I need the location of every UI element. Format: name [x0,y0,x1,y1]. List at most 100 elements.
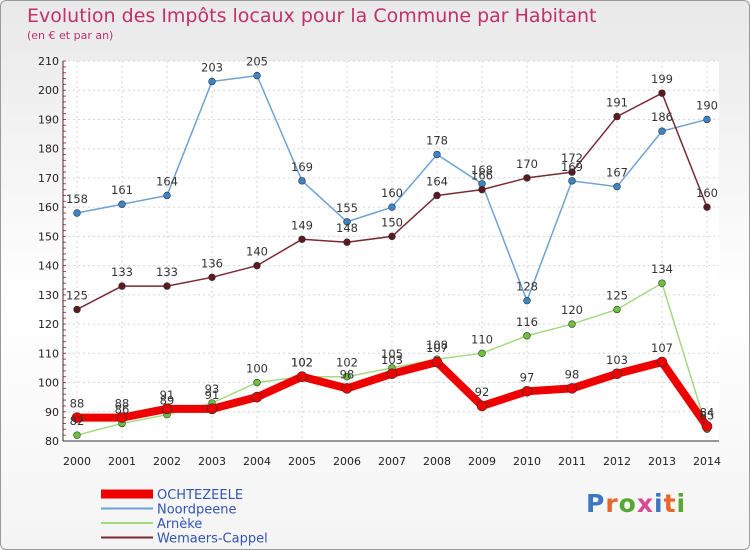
data-label: 169 [291,160,313,174]
data-point [163,282,171,290]
x-tick-label: 2000 [63,455,91,468]
x-tick-label: 2011 [558,455,586,468]
data-label: 191 [606,96,628,110]
data-point [703,115,711,124]
logo-letter: r [605,489,619,518]
data-label: 88 [115,397,130,411]
data-label: 107 [651,341,673,355]
data-label: 125 [606,288,628,302]
data-point [71,412,83,423]
data-label: 170 [516,157,538,171]
data-point [568,177,576,185]
data-label: 172 [561,151,583,165]
data-label: 186 [651,110,673,124]
legend-label: Arnèke [157,517,202,532]
y-tick-label: 200 [38,84,59,97]
y-tick-label: 170 [38,172,59,185]
plot-area [63,61,719,441]
data-point [73,305,81,314]
data-label: 108 [426,338,448,352]
y-tick-label: 190 [38,113,59,126]
data-point [163,191,171,200]
data-point [253,71,261,80]
proxiti-logo: Proxiti [586,489,686,518]
data-point [208,273,216,282]
data-point [523,174,531,182]
x-tick-label: 2014 [693,455,721,468]
legend-label: Noordpeene [157,503,237,518]
data-label: 199 [651,72,673,86]
data-label: 120 [561,303,583,317]
data-label: 91 [160,388,175,402]
data-label: 160 [381,186,403,200]
legend-label: OCHTEZEELE [157,488,243,503]
data-point [118,200,126,208]
data-label: 203 [201,60,223,74]
data-point [253,261,261,270]
x-tick-label: 2001 [108,455,136,468]
y-tick-label: 180 [38,143,59,156]
data-point [208,77,216,86]
data-point [388,232,396,241]
data-point [341,383,353,394]
logo-letter: i [654,489,664,518]
data-label: 158 [66,192,88,206]
y-tick-label: 110 [38,347,59,360]
data-point [523,332,531,340]
data-point [566,383,578,394]
data-point [656,356,668,368]
data-label: 102 [336,356,358,370]
y-tick-label: 100 [38,377,59,390]
logo-letter: t [663,489,677,518]
data-point [523,296,531,305]
data-label: 205 [246,55,268,69]
data-label: 103 [381,353,403,367]
data-label: 82 [70,414,85,428]
data-point [118,282,126,290]
data-label: 98 [340,367,355,381]
data-label: 85 [700,408,715,422]
x-tick-label: 2009 [468,455,496,468]
data-point [296,371,308,382]
data-label: 110 [471,332,493,346]
y-tick-label: 120 [38,318,59,331]
data-label: 93 [205,382,220,396]
data-point [613,182,621,191]
data-point [343,372,351,381]
data-label: 164 [426,174,448,188]
data-label: 116 [516,315,538,329]
data-point [478,349,486,358]
data-label: 128 [516,280,538,294]
data-point [703,203,711,211]
data-point [701,421,713,432]
y-tick-label: 160 [38,201,59,214]
data-point [388,203,396,211]
y-tick-label: 130 [38,289,59,302]
x-tick-label: 2002 [153,455,181,468]
data-point [476,400,488,412]
data-point [658,127,666,135]
data-label: 91 [205,388,220,402]
logo-letter: i [676,489,687,518]
data-label: 98 [565,367,580,381]
data-label: 148 [336,221,358,235]
data-point [433,191,441,200]
data-label: 164 [156,174,178,188]
data-point [568,168,576,176]
data-point [298,235,306,244]
data-label: 160 [696,186,718,200]
data-label: 140 [246,245,268,259]
chart-subtitle: (en € et par an) [27,29,114,42]
data-label: 125 [66,288,88,302]
y-tick-label: 80 [45,435,59,448]
data-label: 134 [651,262,673,276]
logo-letter: P [586,489,606,518]
data-point [478,185,486,194]
y-tick-label: 210 [38,55,59,68]
data-point [206,403,218,415]
data-point [298,177,306,185]
data-label: 133 [156,265,178,279]
x-tick-label: 2008 [423,455,451,468]
data-label: 100 [246,362,268,376]
